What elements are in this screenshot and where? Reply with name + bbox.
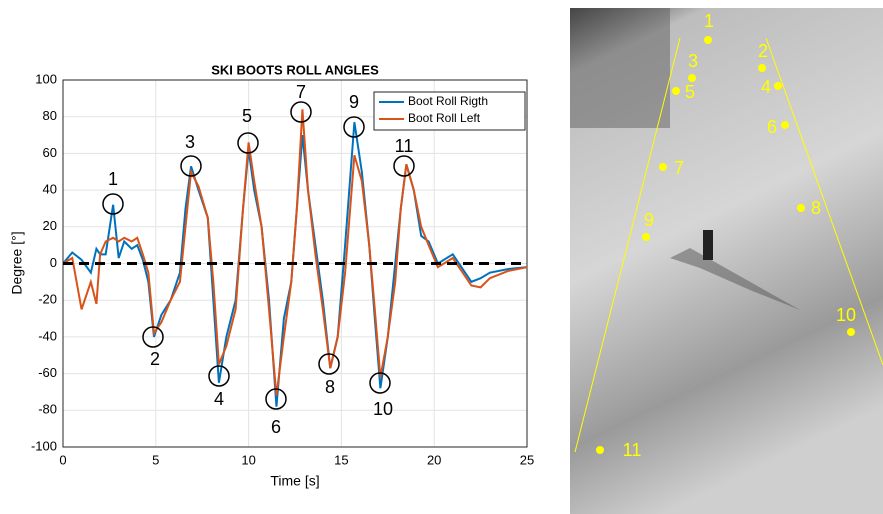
annotation-circle <box>208 365 230 387</box>
photo-point <box>688 74 696 82</box>
photo-point <box>659 163 667 171</box>
x-tick-label: 25 <box>520 452 534 467</box>
y-tick-label: -40 <box>38 328 57 343</box>
photo-label: 2 <box>758 41 768 61</box>
y-tick-label: 0 <box>50 255 57 270</box>
x-axis-label: Time [s] <box>270 473 319 489</box>
annotation: 6 <box>271 417 281 437</box>
photo-point <box>781 121 789 129</box>
chart-title: SKI BOOTS ROLL ANGLES <box>211 62 379 77</box>
data-line <box>62 109 528 396</box>
photo-point <box>596 446 604 454</box>
annotation: 11 <box>395 136 414 156</box>
gate-line <box>574 37 681 453</box>
photo-point <box>847 328 855 336</box>
photo-label: 5 <box>685 82 695 102</box>
x-tick-label: 0 <box>59 452 66 467</box>
gate-line <box>765 37 883 366</box>
annotation-circle <box>318 353 340 375</box>
y-tick-label: 20 <box>43 218 57 233</box>
annotation-circle <box>290 101 312 123</box>
photo-label: 8 <box>811 198 821 218</box>
annotation: 7 <box>296 82 306 102</box>
y-tick-label: 100 <box>35 71 57 86</box>
photo-point <box>774 82 782 90</box>
photo-label: 7 <box>674 158 684 178</box>
annotation-circle <box>180 155 202 177</box>
annotation-circle <box>102 193 124 215</box>
annotation-circle <box>265 388 287 410</box>
photo-label: 10 <box>836 305 856 325</box>
x-tick-label: 5 <box>152 452 159 467</box>
annotation-circle <box>142 326 164 348</box>
photo-point <box>704 36 712 44</box>
annotation: 3 <box>185 132 195 152</box>
annotation: 9 <box>349 92 359 112</box>
legend-label: Boot Roll Left <box>408 111 481 125</box>
y-tick-label: 40 <box>43 182 57 197</box>
x-tick-label: 20 <box>427 452 441 467</box>
y-tick-label: 60 <box>43 145 57 160</box>
skier-shadow <box>670 248 800 310</box>
y-tick-label: -60 <box>38 365 57 380</box>
photo-point <box>797 204 805 212</box>
y-axis-label: Degree [°] <box>9 231 25 294</box>
legend-box <box>373 91 526 131</box>
annotation-circle <box>237 132 259 154</box>
photo-point <box>642 233 650 241</box>
photo-label: 6 <box>767 117 777 137</box>
photo-label: 9 <box>644 210 654 230</box>
photo-point <box>758 64 766 72</box>
y-tick-label: -20 <box>38 292 57 307</box>
annotation: 5 <box>242 106 252 126</box>
y-tick-label: -80 <box>38 402 57 417</box>
photo-label: 11 <box>623 440 642 460</box>
photo <box>570 8 883 514</box>
x-tick-label: 10 <box>241 452 255 467</box>
x-tick-label: 15 <box>334 452 348 467</box>
annotation-circle <box>393 155 415 177</box>
photo-label: 1 <box>704 11 714 31</box>
annotation: 4 <box>214 389 224 409</box>
annotation: 1 <box>108 169 118 189</box>
annotation-circle <box>343 116 365 138</box>
photo-trees <box>570 8 670 128</box>
annotation: 8 <box>325 377 335 397</box>
photo-label: 4 <box>761 77 771 97</box>
legend-label: Boot Roll Rigth <box>408 94 488 108</box>
annotation-circle <box>369 372 391 394</box>
y-tick-label: -100 <box>31 438 57 453</box>
photo-point <box>672 87 680 95</box>
annotation: 2 <box>150 349 160 369</box>
photo-label: 3 <box>688 51 698 71</box>
skier <box>703 230 713 260</box>
annotation: 10 <box>373 399 393 419</box>
y-tick-label: 80 <box>43 108 57 123</box>
